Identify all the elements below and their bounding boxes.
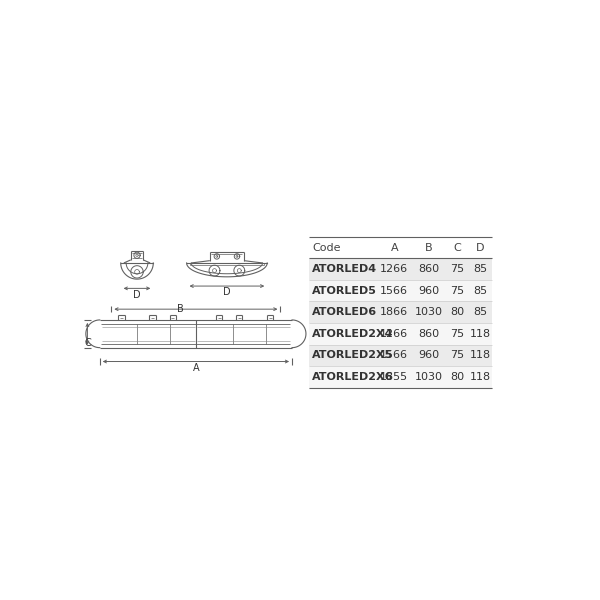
Text: D: D: [223, 287, 231, 297]
Text: C: C: [84, 338, 91, 348]
Text: B: B: [425, 242, 432, 253]
Text: B: B: [177, 304, 184, 314]
Text: 860: 860: [418, 264, 439, 274]
Text: 118: 118: [470, 350, 491, 361]
Text: ATORLED6: ATORLED6: [312, 307, 377, 317]
Text: 960: 960: [418, 350, 439, 361]
Bar: [309, 366, 492, 388]
Text: A: A: [391, 242, 398, 253]
Text: 118: 118: [470, 372, 491, 382]
Text: D: D: [133, 290, 141, 299]
Bar: [309, 301, 492, 323]
Text: ATORLED2X4: ATORLED2X4: [312, 329, 394, 339]
Text: 1566: 1566: [380, 350, 409, 361]
Text: 80: 80: [450, 372, 464, 382]
Text: 1566: 1566: [380, 286, 409, 296]
Text: ATORLED4: ATORLED4: [312, 264, 377, 274]
Text: ATORLED5: ATORLED5: [312, 286, 377, 296]
Text: ATORLED2X5: ATORLED2X5: [312, 350, 394, 361]
Text: 1866: 1866: [380, 307, 409, 317]
Text: 85: 85: [473, 286, 487, 296]
Text: 80: 80: [450, 307, 464, 317]
Text: 118: 118: [470, 329, 491, 339]
Text: 1855: 1855: [380, 372, 409, 382]
Text: ATORLED2X6: ATORLED2X6: [312, 372, 394, 382]
Text: 1030: 1030: [415, 307, 442, 317]
Bar: [309, 259, 492, 280]
Text: 75: 75: [450, 286, 464, 296]
Text: Code: Code: [312, 242, 341, 253]
Text: D: D: [476, 242, 485, 253]
Text: 960: 960: [418, 286, 439, 296]
Text: C: C: [453, 242, 461, 253]
Text: 1266: 1266: [380, 264, 409, 274]
Bar: [309, 280, 492, 301]
Bar: [309, 323, 492, 344]
Text: 75: 75: [450, 329, 464, 339]
Text: A: A: [193, 364, 199, 373]
Text: 75: 75: [450, 350, 464, 361]
Text: 1266: 1266: [380, 329, 409, 339]
Bar: [309, 344, 492, 366]
Text: 85: 85: [473, 264, 487, 274]
Text: 75: 75: [450, 264, 464, 274]
Text: 860: 860: [418, 329, 439, 339]
Text: 85: 85: [473, 307, 487, 317]
Text: 1030: 1030: [415, 372, 442, 382]
